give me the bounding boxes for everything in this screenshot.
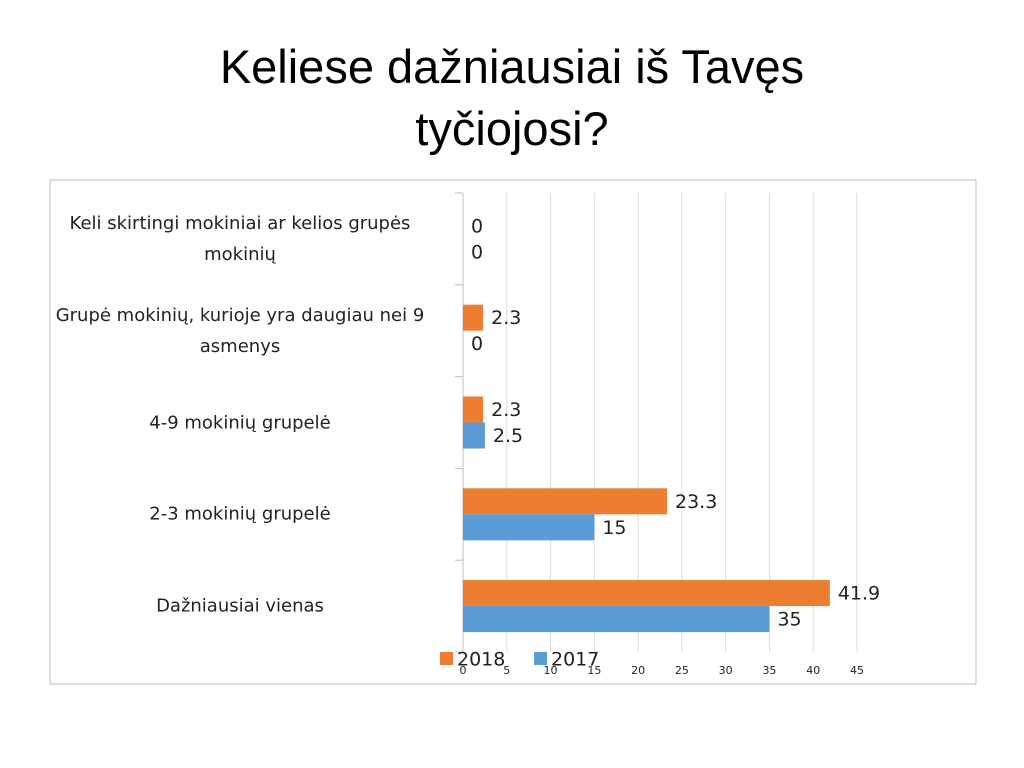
x-tick-label: 45 xyxy=(850,664,864,677)
value-label: 41.9 xyxy=(838,583,880,605)
x-tick-label: 20 xyxy=(631,664,645,677)
chart-title: Keliese dažniausiai iš Tavęs tyčiojosi? xyxy=(219,40,805,155)
bar xyxy=(463,606,770,633)
bar xyxy=(463,304,484,331)
x-tick-label: 30 xyxy=(719,664,733,677)
y-tick-label: Dažniausiai vienas xyxy=(156,595,324,617)
value-label: 0 xyxy=(471,215,483,237)
bar xyxy=(463,488,668,515)
x-tick-label: 40 xyxy=(806,664,820,677)
x-tick-label: 10 xyxy=(544,664,558,677)
x-tick-label: 5 xyxy=(503,664,510,677)
bar xyxy=(463,580,830,607)
bar xyxy=(463,396,484,423)
y-tick-label: 2-3 mokinių grupelė xyxy=(149,503,331,525)
chart-frame xyxy=(49,179,977,685)
x-tick-label: 25 xyxy=(675,664,689,677)
bar xyxy=(463,514,595,541)
legend-swatch xyxy=(440,652,453,665)
value-label: 2.3 xyxy=(491,399,521,421)
legend-label: 2018 xyxy=(457,649,505,671)
value-label: 2.3 xyxy=(491,307,521,329)
legend-label: 2017 xyxy=(551,649,599,671)
x-tick-label: 0 xyxy=(460,664,467,677)
value-label: 23.3 xyxy=(675,491,717,513)
bar xyxy=(463,422,485,449)
value-label: 35 xyxy=(777,609,801,631)
x-tick-label: 15 xyxy=(587,664,601,677)
value-label: 15 xyxy=(602,517,626,539)
y-tick-label: Keli skirtingi mokiniai ar kelios grupės… xyxy=(69,212,411,265)
legend-swatch xyxy=(534,652,547,665)
y-tick-label: Grupė mokinių, kurioje yra daugiau nei 9… xyxy=(55,304,425,357)
x-tick-label: 35 xyxy=(762,664,776,677)
value-label: 0 xyxy=(471,241,483,263)
value-label: 2.5 xyxy=(493,425,523,447)
y-tick-label: 4-9 mokinių grupelė xyxy=(149,412,331,433)
value-label: 0 xyxy=(471,333,483,355)
